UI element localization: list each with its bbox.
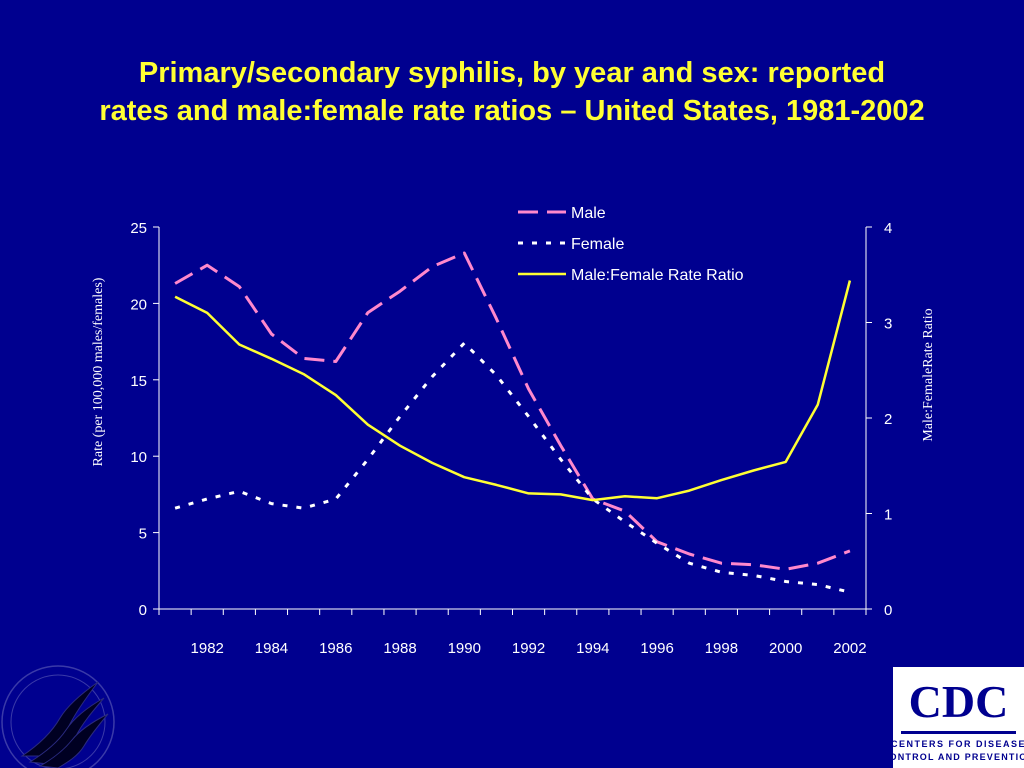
legend-label: Female — [571, 236, 624, 253]
series-line-male — [174, 251, 851, 571]
y-tick-label: 25 — [130, 220, 147, 237]
chart-title-line-2: rates and male:female rate ratios – Unit… — [99, 95, 925, 127]
y-tick-label: 0 — [139, 602, 147, 619]
y2-tick-label: 1 — [884, 507, 892, 524]
x-tick-label: 1992 — [512, 640, 545, 657]
y2-tick-label: 0 — [884, 602, 892, 619]
x-tick-label: 1998 — [705, 640, 738, 657]
x-tick-label: 1994 — [576, 640, 609, 657]
chart-series — [174, 251, 852, 594]
y-tick-label: 15 — [130, 373, 147, 390]
chart-legend: Male Female Male:Female Rate Ratio — [518, 205, 744, 284]
y2-tick-label: 4 — [884, 220, 892, 237]
legend-label: Male:Female Rate Ratio — [571, 267, 744, 284]
svg-text:CONTROL AND PREVENTION: CONTROL AND PREVENTION — [893, 752, 1024, 762]
y2-tick-label: 3 — [884, 316, 892, 333]
svg-text:CDC: CDC — [909, 676, 1009, 727]
series-line-female — [174, 341, 851, 594]
y-tick-label: 5 — [139, 526, 147, 543]
cdc-logo: CDC CENTERS FOR DISEASE CONTROL AND PREV… — [893, 667, 1024, 768]
legend-label: Male — [571, 205, 606, 222]
x-tick-label: 1986 — [319, 640, 352, 657]
svg-text:CENTERS FOR DISEASE: CENTERS FOR DISEASE — [893, 739, 1024, 749]
hhs-seal-logo — [1, 665, 115, 768]
chart-title: Primary/secondary syphilis, by year and … — [0, 54, 1024, 130]
y2-axis-label: Male:FemaleRate Ratio — [921, 308, 936, 441]
x-tick-label: 2002 — [833, 640, 866, 657]
chart-title-line-1: Primary/secondary syphilis, by year and … — [138, 57, 886, 89]
x-tick-label: 2000 — [769, 640, 802, 657]
y-tick-label: 10 — [130, 449, 147, 466]
x-tick-label: 1996 — [640, 640, 673, 657]
x-tick-label: 1988 — [383, 640, 416, 657]
y-axis-label: Rate (per 100,000 males/females) — [91, 277, 106, 466]
series-line-male-female-rate-ratio — [174, 280, 852, 502]
x-tick-label: 1982 — [191, 640, 224, 657]
x-tick-label: 1990 — [448, 640, 481, 657]
y-tick-label: 20 — [130, 296, 147, 313]
x-tick-label: 1984 — [255, 640, 288, 657]
chart-axes: 0 5 10 15 20 25 0 1 2 3 4 1982 1984 1986 1988 1990 1992 1… — [130, 220, 892, 657]
y2-tick-label: 2 — [884, 411, 892, 428]
